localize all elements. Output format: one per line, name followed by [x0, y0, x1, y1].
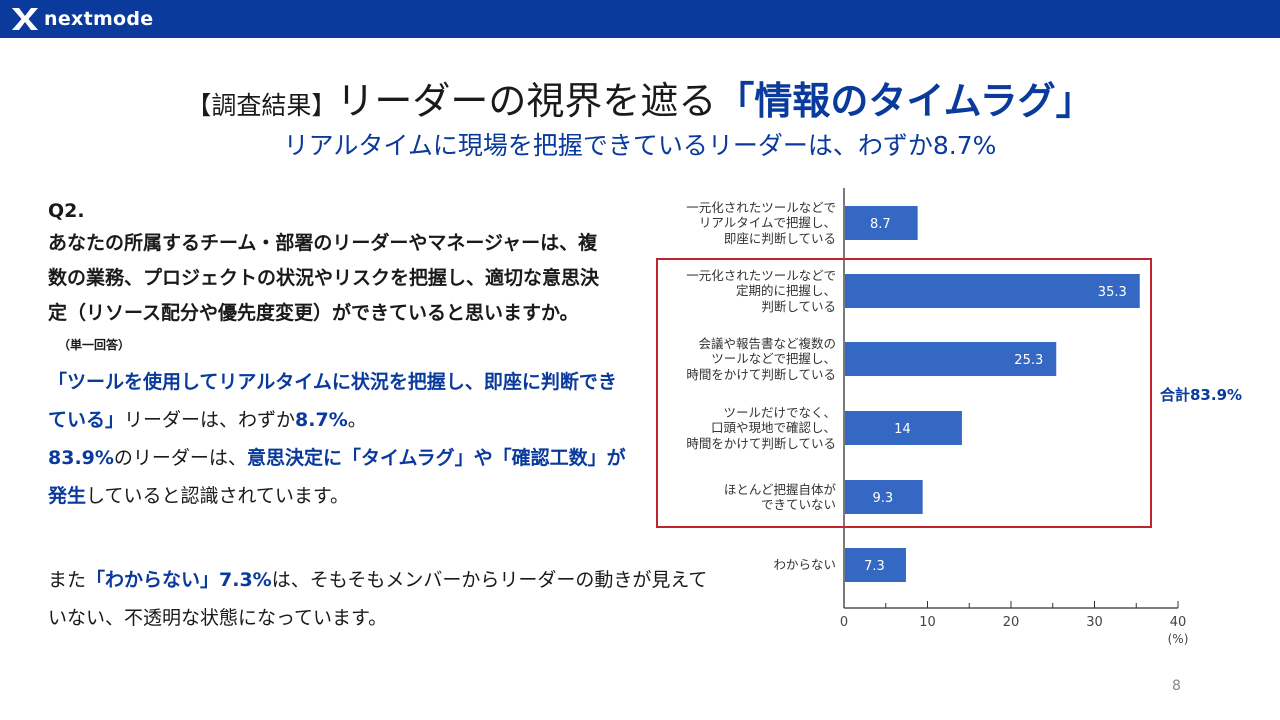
- category-label-line: ツールなどで把握し、: [711, 351, 836, 367]
- summary-paragraph-2: また「わからない」7.3%は、そもそもメンバーからリーダーの動きが見えていない、…: [48, 561, 718, 637]
- summary-text: は、そもそもメンバーからリーダーの動きが見えていない、不透明な状態になっています…: [48, 569, 708, 629]
- category-label-line: 定期的に把握し、: [735, 283, 836, 299]
- category-label-line: ツールだけでなく、: [723, 404, 836, 420]
- category-label-line: 時間をかけて判断している: [686, 366, 836, 382]
- x-tick-label: 0: [840, 615, 848, 630]
- category-label: ほとんど把握自体が できていない: [658, 482, 836, 513]
- bar: [845, 342, 1057, 376]
- bar: [845, 548, 906, 582]
- category-label-line: ほとんど把握自体が: [723, 481, 836, 497]
- summary-text: していると認識されています。: [86, 485, 349, 507]
- category-label-line: わからない: [773, 557, 836, 573]
- bar-chart: 0 10 20 30 40 (%) 8.7 35.3 25.3 14 9.3 7.3 一元化されたツー…: [650, 180, 1270, 660]
- highlight-frame: [656, 258, 1152, 528]
- bar: [845, 480, 923, 514]
- x-tick-label: 20: [1003, 615, 1020, 630]
- x-axis-unit: (%): [1168, 632, 1189, 646]
- bar-value-label: 35.3: [1098, 285, 1127, 300]
- bar: [845, 206, 918, 240]
- question-text: あなたの所属するチーム・部署のリーダーやマネージャーは、複数の業務、プロジェクト…: [48, 232, 600, 324]
- summary-highlight: 「わからない」7.3%: [86, 569, 272, 591]
- category-label: わからない: [658, 557, 836, 573]
- category-label-line: 一元化されたツールなどで: [686, 267, 836, 283]
- bar-value-label: 9.3: [872, 491, 893, 506]
- category-label: 一元化されたツールなどで 定期的に把握し、 判断している: [658, 268, 836, 315]
- summary-highlight: 8.7%: [295, 409, 348, 431]
- category-label: 会議や報告書など複数の ツールなどで把握し、 時間をかけて判断している: [658, 336, 836, 383]
- bar: [845, 411, 962, 445]
- category-label-line: できていない: [760, 497, 836, 512]
- category-label-line: 一元化されたツールなどで: [686, 199, 836, 215]
- question-note: （単一回答）: [58, 338, 131, 352]
- summary-text: のリーダーは、: [113, 447, 247, 469]
- category-label-line: 時間をかけて判断している: [686, 435, 836, 451]
- total-label: 合計83.9%: [1160, 386, 1243, 404]
- question-label: Q2.: [48, 200, 85, 222]
- bar-value-label: 25.3: [1014, 353, 1043, 368]
- chart-canvas: 0 10 20 30 40 (%) 8.7 35.3 25.3 14 9.3 7.3: [840, 188, 1189, 646]
- logo-mark-icon: [12, 8, 38, 30]
- bar-value-label: 8.7: [870, 217, 891, 232]
- category-label: ツールだけでなく、 口頭や現地で確認し、 時間をかけて判断している: [658, 405, 836, 452]
- summary-paragraph-1: 「ツールを使用してリアルタイムに状況を把握し、即座に判断できている」リーダーは、…: [48, 363, 628, 515]
- page-number: 8: [1172, 678, 1181, 694]
- summary-text: リーダーは、わずか: [124, 409, 296, 431]
- brand-name: nextmode: [44, 8, 154, 30]
- x-tick-label: 40: [1170, 615, 1187, 630]
- title-bracket: 【調査結果】: [186, 91, 337, 120]
- page-title: 【調査結果】リーダーの視界を遮る「情報のタイムラグ」: [0, 76, 1280, 131]
- brand-logo[interactable]: nextmode: [10, 5, 154, 33]
- bar-value-label: 14: [894, 422, 911, 437]
- x-tick-label: 10: [919, 615, 936, 630]
- bar-value-label: 7.3: [864, 559, 885, 574]
- category-label-line: 判断している: [761, 298, 836, 314]
- summary-text: 。: [347, 409, 367, 431]
- summary-highlight: 「ツールを使用してリアルタイムに状況を把握し、即座に判断できている」: [48, 371, 617, 431]
- summary-text: また: [48, 569, 87, 591]
- x-tick-label: 30: [1086, 615, 1103, 630]
- title-main: リーダーの視界を遮る: [336, 79, 717, 123]
- category-label-line: 口頭や現地で確認し、: [710, 420, 836, 436]
- category-label-line: 即座に判断している: [723, 230, 836, 246]
- bar: [845, 274, 1140, 308]
- category-label-line: リアルタイムで把握し、: [698, 215, 836, 231]
- summary-highlight: 83.9%: [48, 447, 114, 469]
- category-label: 一元化されたツールなどで リアルタイムで把握し、 即座に判断している: [658, 200, 836, 247]
- question-section: Q2. あなたの所属するチーム・部署のリーダーやマネージャーは、複数の業務、プロ…: [48, 196, 707, 637]
- page-subtitle: リアルタイムに現場を把握できているリーダーは、わずか8.7%: [283, 131, 997, 160]
- header-bar: nextmode: [0, 0, 1280, 38]
- summary-highlight: 意思決定に「タイムラグ」や「確認工数」が発生: [48, 447, 626, 507]
- title-accent: 「情報のタイムラグ」: [716, 79, 1094, 123]
- category-label-line: 会議や報告書など複数の: [698, 335, 836, 351]
